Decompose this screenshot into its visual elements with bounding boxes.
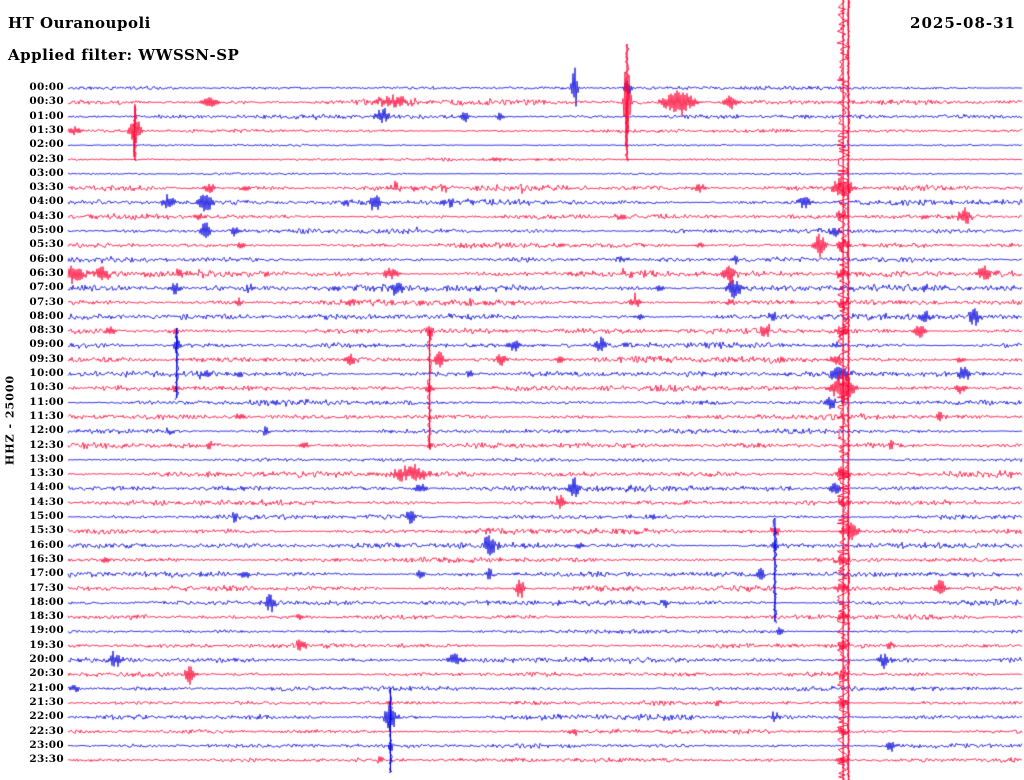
trace-time-label: 23:00 (29, 738, 64, 751)
trace-time-label: 02:30 (29, 152, 64, 165)
trace-time-label: 07:30 (29, 295, 64, 308)
trace-time-label: 11:00 (29, 395, 64, 408)
trace-time-label: 00:00 (29, 81, 64, 93)
trace-time-label: 15:00 (29, 510, 64, 522)
trace-time-label: 19:00 (29, 624, 64, 637)
trace-time-label: 03:00 (29, 166, 64, 179)
channel-scale-label: HHZ - 25000 (3, 374, 17, 466)
trace-time-label: 05:30 (29, 238, 64, 251)
trace-time-label: 17:00 (29, 567, 64, 580)
trace-time-label: 00:30 (29, 95, 64, 108)
trace-time-label: 02:00 (29, 138, 64, 151)
trace-time-label: 03:30 (29, 181, 64, 194)
trace-time-label: 05:00 (29, 224, 64, 236)
trace-time-label: 12:00 (29, 424, 64, 437)
trace-time-label: 18:00 (29, 595, 64, 608)
trace-time-label: 18:30 (29, 610, 64, 623)
trace-time-label: 13:30 (29, 467, 64, 480)
trace-time-label: 17:30 (29, 581, 64, 594)
trace-time-label: 10:00 (29, 367, 64, 379)
trace-time-label: 16:30 (29, 552, 64, 565)
trace-time-label: 21:00 (29, 681, 64, 694)
trace-time-label: 06:30 (29, 266, 64, 279)
trace-time-label: 20:00 (29, 653, 64, 665)
trace-time-label: 13:00 (29, 452, 64, 465)
trace-time-label: 15:30 (29, 524, 64, 537)
trace-time-label: 09:30 (29, 352, 64, 365)
trace-time-label: 11:30 (29, 409, 64, 422)
trace-time-label: 10:30 (29, 381, 64, 394)
trace-time-label: 07:00 (29, 281, 64, 294)
trace-time-label: 04:00 (29, 195, 64, 208)
trace-time-label: 01:30 (29, 123, 64, 136)
trace-time-label: 08:00 (29, 309, 64, 322)
trace-time-label: 14:30 (29, 495, 64, 508)
trace-time-label: 22:30 (29, 724, 64, 737)
trace-time-label: 22:00 (29, 710, 64, 723)
trace-time-label: 01:00 (29, 109, 64, 122)
trace-time-label: 04:30 (29, 209, 64, 222)
date-label: 2025-08-31 (910, 14, 1016, 32)
filter-label: Applied filter: WWSSN-SP (8, 46, 240, 64)
trace-time-label: 23:30 (29, 753, 64, 766)
trace-time-label: 12:30 (29, 438, 64, 451)
trace-time-label: 19:30 (29, 638, 64, 651)
trace-time-label: 16:00 (29, 538, 64, 551)
trace-time-label: 06:00 (29, 252, 64, 265)
trace-time-label: 14:00 (29, 481, 64, 494)
trace-time-label: 08:30 (29, 324, 64, 337)
trace-time-label: 20:30 (29, 667, 64, 680)
trace-time-label: 21:30 (29, 695, 64, 708)
station-title: HT Ouranoupoli (8, 14, 151, 32)
trace-time-label: 09:00 (29, 338, 64, 351)
